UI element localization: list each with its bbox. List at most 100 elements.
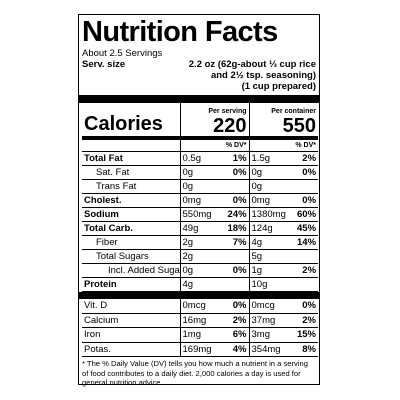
amount: 0g bbox=[179, 179, 220, 194]
nutrient-name: Calcium bbox=[82, 313, 180, 328]
amount: 550mg bbox=[179, 207, 220, 222]
calories-serving: 220 bbox=[213, 115, 247, 137]
daily-value: 24% bbox=[220, 207, 250, 222]
daily-value: 2% bbox=[220, 313, 249, 328]
nutrient-row: Iron 1mg 6% 3mg 15% bbox=[82, 327, 318, 343]
amount: 1g bbox=[248, 263, 291, 278]
amount: 0mg bbox=[248, 193, 291, 208]
nutrient-row: Incl. Added Sugars 0g 0% 1g 2% bbox=[82, 263, 319, 278]
amount: 1380mg bbox=[248, 207, 291, 222]
daily-value: 0% bbox=[220, 193, 250, 208]
cell bbox=[82, 138, 180, 152]
nutrient-name: Protein bbox=[82, 277, 180, 292]
calories-row: Calories Per serving 220 Per container 550 bbox=[82, 103, 319, 140]
column-header: Per serving bbox=[208, 108, 247, 115]
nutrient-name: Fiber bbox=[82, 235, 180, 250]
amount: 354mg bbox=[248, 342, 290, 357]
amount: 169mg bbox=[179, 342, 220, 357]
amount: 4g bbox=[248, 235, 291, 250]
daily-value: 2% bbox=[290, 313, 318, 328]
nutrient-row: Sat. Fat 0g 0% 0g 0% bbox=[82, 165, 319, 180]
nutrient-name: Trans Fat bbox=[82, 179, 180, 194]
daily-value: 14% bbox=[290, 235, 319, 250]
daily-value bbox=[290, 249, 319, 264]
serving-size: Serv. size 2.2 oz (62g-about ⅓ cup rice … bbox=[82, 59, 316, 92]
amount: 3mg bbox=[248, 327, 290, 343]
nutrient-name: Sat. Fat bbox=[82, 165, 180, 180]
amount: 0mcg bbox=[248, 299, 290, 314]
nutrient-row: Sodium 550mg 24% 1380mg 60% bbox=[82, 207, 319, 222]
nutrient-name: Vit. D bbox=[82, 299, 180, 314]
thick-rule bbox=[79, 292, 319, 299]
servings: About 2.5 Servings bbox=[82, 48, 163, 59]
serving-size-value: 2.2 oz (62g-about ⅓ cup rice and 2½ tsp.… bbox=[189, 59, 316, 92]
nutrient-name: Sodium bbox=[82, 207, 180, 222]
nutrient-table: Calories Per serving 220 Per container 550… bbox=[82, 103, 319, 292]
amount: 0mg bbox=[179, 193, 220, 208]
nutrient-row: Vit. D 0mcg 0% 0mcg 0% bbox=[82, 299, 318, 314]
daily-value: 0% bbox=[290, 193, 319, 208]
nutrient-name: Total Carb. bbox=[82, 221, 180, 236]
nutrient-row: Cholest. 0mg 0% 0mg 0% bbox=[82, 193, 319, 208]
amount: 2g bbox=[179, 235, 220, 250]
daily-value: 7% bbox=[220, 235, 250, 250]
daily-value: 60% bbox=[290, 207, 319, 222]
nutrient-row: Total Carb. 49g 18% 124g 45% bbox=[82, 221, 319, 236]
amount: 5g bbox=[248, 249, 291, 264]
dv-header-row: % DV* % DV* bbox=[82, 138, 319, 152]
serving-line: 2.2 oz (62g-about ⅓ cup rice bbox=[188, 59, 316, 70]
daily-value: 0% bbox=[290, 165, 319, 180]
nutrient-name: Cholest. bbox=[82, 193, 180, 208]
calories-container-cell: Per container 550 bbox=[248, 103, 319, 140]
dv-header: % DV* bbox=[179, 138, 250, 152]
nutrient-row: Protein 4g 10g bbox=[82, 277, 319, 292]
nutrient-name: Incl. Added Sugars bbox=[82, 263, 180, 278]
nutrition-label: Nutrition Facts About 2.5 Servings Serv.… bbox=[78, 14, 320, 387]
dv-header: % DV* bbox=[248, 138, 319, 152]
nutrient-name: Total Sugars bbox=[82, 249, 180, 264]
daily-value bbox=[220, 249, 250, 264]
footnote: * The % Daily Value (DV) tells you how m… bbox=[82, 359, 308, 387]
amount: 0g bbox=[248, 179, 291, 194]
column-header: Per container bbox=[271, 108, 317, 115]
amount: 0.5g bbox=[179, 151, 220, 166]
amount: 0g bbox=[179, 165, 220, 180]
daily-value: 8% bbox=[290, 342, 318, 357]
serving-line: and 2½ tsp. seasoning) bbox=[210, 70, 316, 81]
daily-value bbox=[290, 179, 319, 194]
daily-value bbox=[220, 179, 250, 194]
nutrient-row: Total Sugars 2g 5g bbox=[82, 249, 319, 264]
daily-value: 6% bbox=[220, 327, 249, 343]
nutrient-name: Iron bbox=[82, 327, 180, 343]
amount: 0mcg bbox=[179, 299, 220, 314]
calories-label: Calories bbox=[82, 103, 180, 140]
amount: 1.5g bbox=[248, 151, 291, 166]
amount: 4g bbox=[179, 277, 220, 292]
amount: 49g bbox=[179, 221, 220, 236]
nutrient-name: Potas. bbox=[82, 342, 180, 357]
nutrient-row: Total Fat 0.5g 1% 1.5g 2% bbox=[82, 151, 319, 166]
serving-line: (1 cup prepared) bbox=[241, 81, 316, 92]
calories-container: 550 bbox=[282, 115, 317, 137]
amount: 124g bbox=[248, 221, 291, 236]
amount: 1mg bbox=[179, 327, 220, 343]
thick-rule bbox=[79, 95, 319, 103]
daily-value: 2% bbox=[290, 263, 319, 278]
vitamin-table: Vit. D 0mcg 0% 0mcg 0% Calcium 16mg 2% 37mg 2% Iro… bbox=[82, 299, 318, 357]
daily-value: 4% bbox=[220, 342, 249, 357]
calories-serving-cell: Per serving 220 bbox=[179, 103, 250, 140]
daily-value: 0% bbox=[220, 165, 250, 180]
title: Nutrition Facts bbox=[82, 16, 278, 48]
daily-value bbox=[290, 277, 319, 292]
daily-value: 1% bbox=[220, 151, 250, 166]
daily-value: 0% bbox=[220, 299, 249, 314]
amount: 0g bbox=[179, 263, 220, 278]
daily-value: 45% bbox=[290, 221, 319, 236]
amount: 10g bbox=[248, 277, 291, 292]
nutrient-row: Calcium 16mg 2% 37mg 2% bbox=[82, 313, 318, 328]
nutrient-name: Total Fat bbox=[82, 151, 180, 166]
daily-value: 18% bbox=[220, 221, 250, 236]
amount: 16mg bbox=[179, 313, 220, 328]
nutrient-row: Fiber 2g 7% 4g 14% bbox=[82, 235, 319, 250]
